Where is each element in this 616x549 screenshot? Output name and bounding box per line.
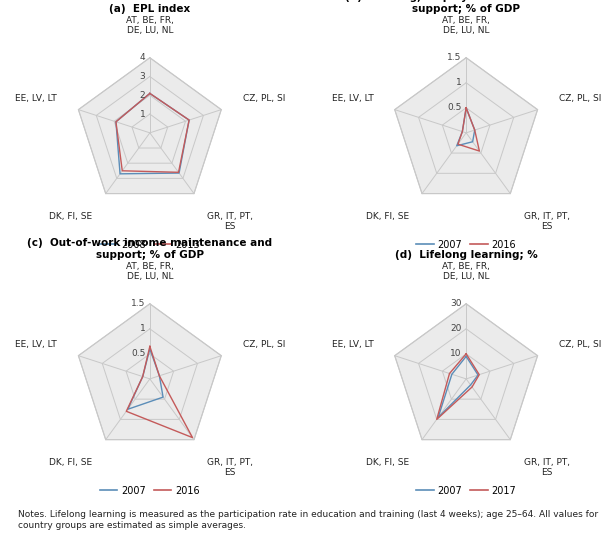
Polygon shape xyxy=(395,58,538,194)
Text: EE, LV, LT: EE, LV, LT xyxy=(331,340,373,349)
Text: AT, BE, FR,
DE, LU, NL: AT, BE, FR, DE, LU, NL xyxy=(442,262,490,281)
Legend: 2007, 2016: 2007, 2016 xyxy=(412,236,520,254)
Text: CZ, PL, SI: CZ, PL, SI xyxy=(243,340,285,349)
Text: DK, FI, SE: DK, FI, SE xyxy=(366,212,409,221)
Text: 0.5: 0.5 xyxy=(131,349,145,358)
Text: AT, BE, FR,
DE, LU, NL: AT, BE, FR, DE, LU, NL xyxy=(126,16,174,35)
Text: GR, IT, PT,
ES: GR, IT, PT, ES xyxy=(524,212,570,231)
Text: GR, IT, PT,
ES: GR, IT, PT, ES xyxy=(524,458,570,477)
Text: 1.5: 1.5 xyxy=(447,53,461,62)
Text: DK, FI, SE: DK, FI, SE xyxy=(49,212,92,221)
Text: AT, BE, FR,
DE, LU, NL: AT, BE, FR, DE, LU, NL xyxy=(126,262,174,281)
Text: 0.5: 0.5 xyxy=(447,103,461,113)
Text: 2: 2 xyxy=(140,91,145,100)
Text: DK, FI, SE: DK, FI, SE xyxy=(366,458,409,467)
Title: (c)  Out-of-work income maintenance and
support; % of GDP: (c) Out-of-work income maintenance and s… xyxy=(27,238,272,260)
Text: 20: 20 xyxy=(450,324,461,333)
Text: EE, LV, LT: EE, LV, LT xyxy=(331,94,373,103)
Text: 1: 1 xyxy=(140,324,145,333)
Title: (a)  EPL index: (a) EPL index xyxy=(109,4,190,14)
Text: CZ, PL, SI: CZ, PL, SI xyxy=(559,340,601,349)
Text: DK, FI, SE: DK, FI, SE xyxy=(49,458,92,467)
Polygon shape xyxy=(78,58,221,194)
Text: AT, BE, FR,
DE, LU, NL: AT, BE, FR, DE, LU, NL xyxy=(442,16,490,35)
Legend: 2007, 2016: 2007, 2016 xyxy=(96,482,204,500)
Legend: 2008, 2013: 2008, 2013 xyxy=(96,236,204,254)
Text: EE, LV, LT: EE, LV, LT xyxy=(15,340,57,349)
Text: EE, LV, LT: EE, LV, LT xyxy=(15,94,57,103)
Text: GR, IT, PT,
ES: GR, IT, PT, ES xyxy=(207,212,253,231)
Text: 3: 3 xyxy=(140,72,145,81)
Title: (b)  Training, employment incentives and
support; % of GDP: (b) Training, employment incentives and … xyxy=(345,0,588,14)
Text: 30: 30 xyxy=(450,299,461,309)
Text: 1.5: 1.5 xyxy=(131,299,145,309)
Text: CZ, PL, SI: CZ, PL, SI xyxy=(559,94,601,103)
Text: GR, IT, PT,
ES: GR, IT, PT, ES xyxy=(207,458,253,477)
Polygon shape xyxy=(78,304,221,440)
Legend: 2007, 2017: 2007, 2017 xyxy=(412,482,520,500)
Text: 10: 10 xyxy=(450,349,461,358)
Text: CZ, PL, SI: CZ, PL, SI xyxy=(243,94,285,103)
Text: 1: 1 xyxy=(140,110,145,119)
Text: 4: 4 xyxy=(140,53,145,62)
Text: Notes. Lifelong learning is measured as the participation rate in education and : Notes. Lifelong learning is measured as … xyxy=(18,511,598,530)
Text: 1: 1 xyxy=(456,79,461,87)
Polygon shape xyxy=(395,304,538,440)
Title: (d)  Lifelong learning; %: (d) Lifelong learning; % xyxy=(395,250,538,260)
